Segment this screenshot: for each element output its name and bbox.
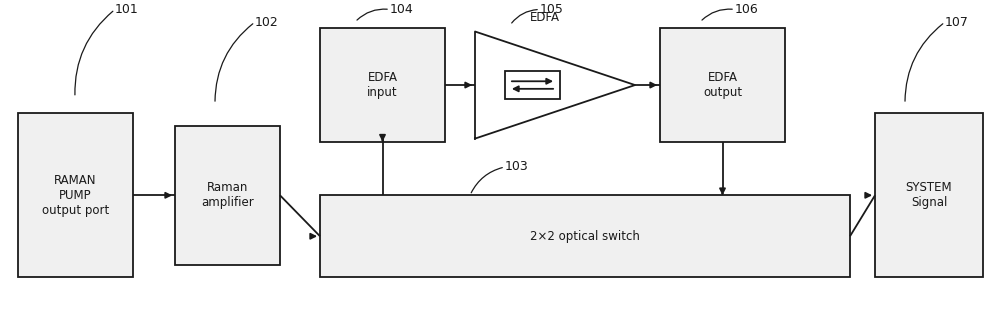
Text: Raman
amplifier: Raman amplifier [201, 181, 254, 209]
Text: 103: 103 [505, 160, 529, 174]
Text: SYSTEM
Signal: SYSTEM Signal [906, 181, 952, 209]
Text: 106: 106 [735, 3, 759, 16]
FancyBboxPatch shape [18, 113, 133, 277]
FancyBboxPatch shape [875, 113, 983, 277]
FancyBboxPatch shape [320, 28, 445, 142]
Text: 102: 102 [255, 15, 279, 29]
Text: EDFA
input: EDFA input [367, 71, 398, 99]
Text: 105: 105 [540, 3, 564, 16]
FancyBboxPatch shape [660, 28, 785, 142]
Text: 2×2 optical switch: 2×2 optical switch [530, 230, 640, 243]
FancyBboxPatch shape [505, 71, 560, 99]
Text: 101: 101 [115, 3, 139, 16]
FancyBboxPatch shape [320, 195, 850, 277]
Text: EDFA: EDFA [530, 11, 560, 24]
Text: EDFA
output: EDFA output [703, 71, 742, 99]
Text: 104: 104 [390, 3, 414, 16]
Text: 107: 107 [945, 15, 969, 29]
FancyBboxPatch shape [175, 126, 280, 265]
Text: RAMAN
PUMP
output port: RAMAN PUMP output port [42, 174, 109, 217]
